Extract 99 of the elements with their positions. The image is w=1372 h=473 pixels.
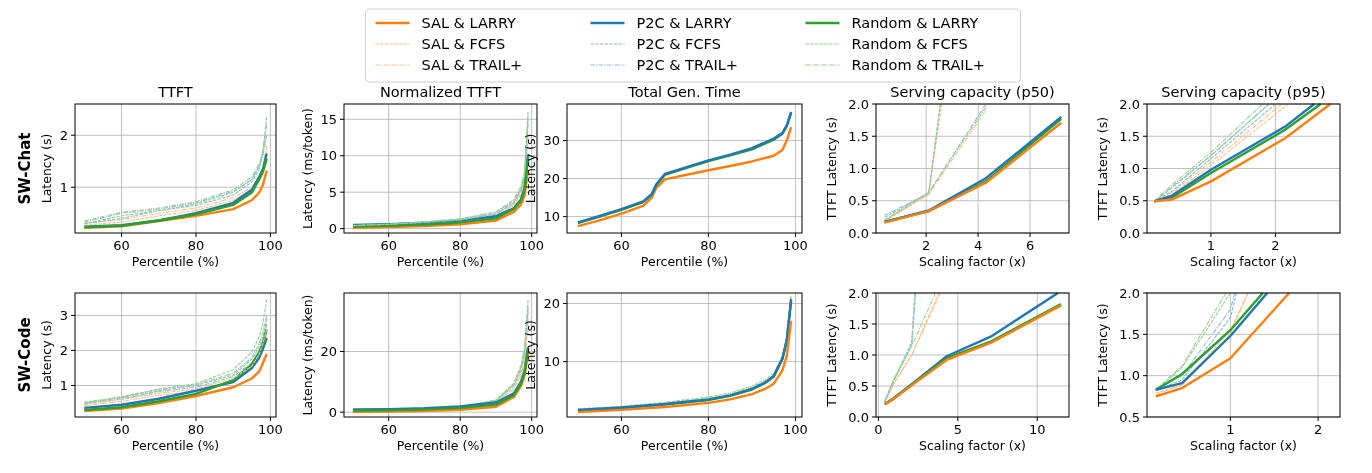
chart-title: TTFT: [157, 84, 193, 100]
y-tick-label: 0.0: [848, 409, 869, 425]
y-tick-label: 1.0: [1119, 368, 1140, 384]
y-tick-label: 2.0: [1119, 285, 1140, 301]
legend-label: Random & LARRY: [851, 15, 979, 32]
x-tick-label: 1: [1206, 238, 1216, 253]
x-axis-title: Scaling factor (x): [1190, 254, 1297, 269]
legend-label: Random & TRAIL+: [851, 57, 985, 74]
x-tick-label: 2: [1313, 422, 1323, 437]
y-tick-label: 0.5: [848, 378, 869, 394]
y-tick-label: 0: [328, 221, 337, 237]
y-tick-label: 20: [543, 296, 560, 312]
x-tick-label: 60: [113, 422, 130, 437]
x-tick-label: 60: [380, 238, 397, 253]
x-axis-title: Percentile (%): [131, 254, 220, 269]
x-tick-label: 4: [973, 238, 983, 253]
y-tick-label: 0.5: [848, 193, 869, 209]
x-tick-label: 100: [783, 238, 808, 253]
y-axis-title: Latency (s): [39, 320, 54, 390]
x-axis-title: Percentile (%): [396, 438, 485, 453]
text: SW-Chat: [16, 132, 34, 205]
y-axis-title: Latency (ms/token): [300, 294, 315, 416]
x-axis-title: Percentile (%): [396, 254, 485, 269]
legend-label: P2C & FCFS: [636, 36, 721, 53]
x-axis-title: Scaling factor (x): [919, 254, 1026, 269]
x-axis-title: Percentile (%): [640, 438, 729, 453]
y-tick-label: 1: [59, 378, 68, 394]
y-tick-label: 3: [59, 307, 68, 323]
legend-label: SAL & FCFS: [421, 36, 506, 53]
y-tick-label: 1.5: [1119, 326, 1140, 342]
x-tick-label: 100: [783, 422, 808, 437]
x-axis-title: Percentile (%): [640, 254, 729, 269]
y-tick-label: 20: [320, 344, 337, 360]
x-tick-label: 2: [921, 238, 931, 253]
y-tick-label: 1: [59, 179, 68, 195]
legend-label: SAL & LARRY: [421, 15, 517, 32]
x-axis-title: Scaling factor (x): [1190, 438, 1297, 453]
y-tick-label: 15: [320, 111, 337, 127]
y-axis-title: TTFT Latency (s): [1095, 116, 1110, 222]
y-tick-label: 2: [59, 343, 68, 358]
x-tick-label: 60: [613, 422, 630, 437]
y-axis-title: Latency (ms/token): [300, 108, 315, 229]
x-tick-label: 80: [451, 238, 469, 253]
y-tick-label: 1.5: [848, 316, 869, 332]
y-axis-title: Latency (s): [39, 133, 54, 204]
x-tick-label: 2: [1271, 238, 1280, 253]
x-tick-label: 100: [519, 422, 545, 437]
x-tick-label: 100: [258, 422, 283, 437]
x-tick-label: 60: [113, 238, 130, 253]
y-axis-title: TTFT Latency (s): [824, 303, 839, 408]
y-tick-label: 0.0: [848, 225, 869, 241]
chart-title: Serving capacity (p50): [890, 84, 1055, 100]
chart-title: Serving capacity (p95): [1161, 84, 1326, 100]
y-tick-label: 2.0: [848, 96, 869, 112]
y-axis-title: Latency (s): [523, 133, 538, 204]
chart-title: Normalized TTFT: [379, 84, 502, 100]
legend-label: P2C & TRAIL+: [636, 57, 738, 74]
y-tick-label: 10: [320, 148, 337, 164]
x-tick-label: 80: [187, 238, 205, 253]
y-tick-label: 1.0: [848, 161, 869, 177]
text: SW-Code: [16, 317, 34, 393]
x-tick-label: 100: [519, 238, 545, 253]
y-tick-label: 0.0: [1119, 225, 1140, 241]
y-tick-label: 1.0: [1119, 161, 1140, 177]
x-tick-label: 10: [1028, 422, 1046, 437]
legend-label: P2C & LARRY: [636, 15, 732, 32]
y-axis-title: TTFT Latency (s): [1095, 303, 1110, 408]
x-tick-label: 80: [700, 238, 717, 253]
y-tick-label: 0.5: [1119, 409, 1140, 425]
y-tick-label: 5: [328, 184, 337, 200]
y-tick-label: 2.0: [848, 285, 869, 301]
y-tick-label: 2.0: [1119, 96, 1140, 112]
x-tick-label: 5: [953, 422, 962, 437]
x-axis-title: Percentile (%): [131, 438, 220, 453]
x-tick-label: 80: [700, 422, 717, 437]
y-tick-label: 0: [328, 404, 337, 420]
y-tick-label: 10: [543, 354, 560, 370]
x-tick-label: 6: [1025, 238, 1035, 253]
y-tick-label: 10: [543, 209, 560, 225]
x-tick-label: 80: [451, 422, 469, 437]
x-tick-label: 80: [187, 422, 205, 437]
legend-label: SAL & TRAIL+: [421, 57, 523, 74]
legend-label: Random & FCFS: [851, 36, 968, 53]
x-axis-title: Scaling factor (x): [919, 438, 1026, 453]
chart-title: Total Gen. Time: [627, 84, 741, 100]
y-tick-label: 2: [59, 127, 68, 143]
y-tick-label: 30: [543, 133, 560, 149]
x-tick-label: 0: [874, 422, 883, 437]
y-tick-label: 1.5: [848, 128, 869, 144]
y-tick-label: 0.5: [1119, 193, 1140, 209]
x-tick-label: 100: [258, 238, 283, 253]
y-tick-label: 20: [543, 171, 560, 187]
x-tick-label: 60: [380, 422, 397, 437]
x-tick-label: 1: [1226, 422, 1235, 437]
x-tick-label: 60: [613, 238, 630, 253]
y-axis-title: TTFT Latency (s): [824, 116, 839, 222]
y-tick-label: 1.0: [848, 347, 869, 363]
y-axis-title: Latency (s): [523, 320, 538, 390]
y-tick-label: 1.5: [1119, 128, 1140, 144]
